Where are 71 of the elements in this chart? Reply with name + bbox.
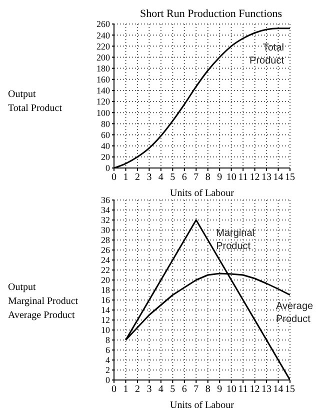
- y-tick-label: 8: [106, 335, 110, 346]
- x-tick-label: 12: [250, 384, 260, 396]
- x-tick-label: 7: [194, 384, 199, 396]
- y-tick-label: 200: [96, 52, 110, 62]
- x-tick-label: 15: [285, 172, 295, 184]
- y-tick-label: 28: [101, 235, 110, 246]
- y-axis-title: Output Total Product: [8, 88, 64, 116]
- y-tick-label: 220: [96, 41, 110, 52]
- x-axis-title: Units of Labour: [170, 188, 235, 199]
- y-tick-label: 16: [101, 295, 110, 306]
- y-tick-label: 60: [101, 130, 110, 140]
- y-tick-label: 2: [106, 365, 110, 376]
- y-tick-label: 6: [106, 345, 110, 356]
- x-tick-label: 1: [123, 172, 128, 184]
- y-tick-label: 18: [101, 285, 110, 296]
- y-tick-label: 120: [96, 96, 110, 107]
- x-tick-label: 4: [158, 172, 164, 184]
- y-tick-label: 22: [101, 265, 110, 276]
- y-tick-label: 20: [101, 152, 110, 162]
- x-tick-label: 11: [238, 384, 248, 396]
- y-tick-label: 0: [106, 163, 110, 174]
- x-axis-title: Units of Labour: [170, 400, 235, 411]
- x-tick-label: 8: [205, 172, 210, 184]
- y-tick-label: 4: [106, 355, 110, 366]
- y-tick-label: 240: [96, 30, 110, 40]
- x-tick-label: 10: [226, 384, 236, 396]
- y-tick-label: 10: [101, 325, 110, 336]
- y-tick-label: 32: [101, 215, 110, 226]
- y-tick-label: 80: [101, 118, 110, 129]
- x-tick-label: 2: [134, 384, 140, 396]
- series-label: Marginal Product: [216, 228, 254, 252]
- series-label: Average Product: [276, 301, 314, 325]
- x-tick-label: 11: [238, 172, 248, 184]
- x-tick-label: 5: [170, 172, 176, 184]
- y-tick-label: 34: [101, 205, 110, 216]
- x-tick-label: 9: [217, 384, 222, 396]
- y-tick-label: 260: [96, 19, 110, 30]
- x-tick-label: 13: [262, 172, 272, 184]
- chart-title: Short Run Production Functions: [138, 8, 284, 20]
- x-tick-label: 1: [123, 384, 128, 396]
- x-tick-label: 2: [134, 172, 140, 184]
- x-tick-label: 3: [146, 172, 152, 184]
- y-tick-label: 26: [101, 245, 110, 256]
- y-tick-label: 40: [101, 141, 110, 152]
- x-tick-label: 10: [226, 172, 236, 184]
- x-tick-label: 14: [273, 172, 284, 184]
- x-tick-label: 14: [273, 384, 284, 396]
- x-tick-label: 6: [182, 384, 187, 396]
- x-tick-label: 13: [262, 384, 272, 396]
- y-tick-label: 20: [101, 275, 110, 286]
- x-tick-label: 5: [170, 384, 176, 396]
- y-tick-label: 160: [96, 74, 110, 85]
- y-tick-label: 14: [101, 305, 110, 316]
- y-tick-label: 0: [106, 375, 110, 386]
- x-tick-label: 4: [158, 384, 164, 396]
- y-axis-title: Output Marginal Product Average Product: [8, 281, 80, 323]
- y-tick-label: 36: [101, 195, 110, 206]
- x-tick-label: 7: [194, 172, 199, 184]
- y-tick-label: 100: [96, 108, 110, 118]
- x-tick-label: 15: [285, 384, 295, 396]
- y-tick-label: 30: [101, 225, 110, 236]
- y-tick-label: 180: [96, 64, 110, 74]
- x-tick-label: 8: [205, 384, 210, 396]
- y-tick-label: 140: [96, 86, 110, 96]
- x-tick-label: 9: [217, 172, 222, 184]
- y-tick-label: 24: [101, 255, 110, 266]
- y-tick-label: 12: [101, 315, 110, 326]
- x-tick-label: 3: [146, 384, 152, 396]
- series-label: Total Product: [250, 42, 284, 66]
- x-tick-label: 12: [250, 172, 260, 184]
- x-tick-label: 6: [182, 172, 187, 184]
